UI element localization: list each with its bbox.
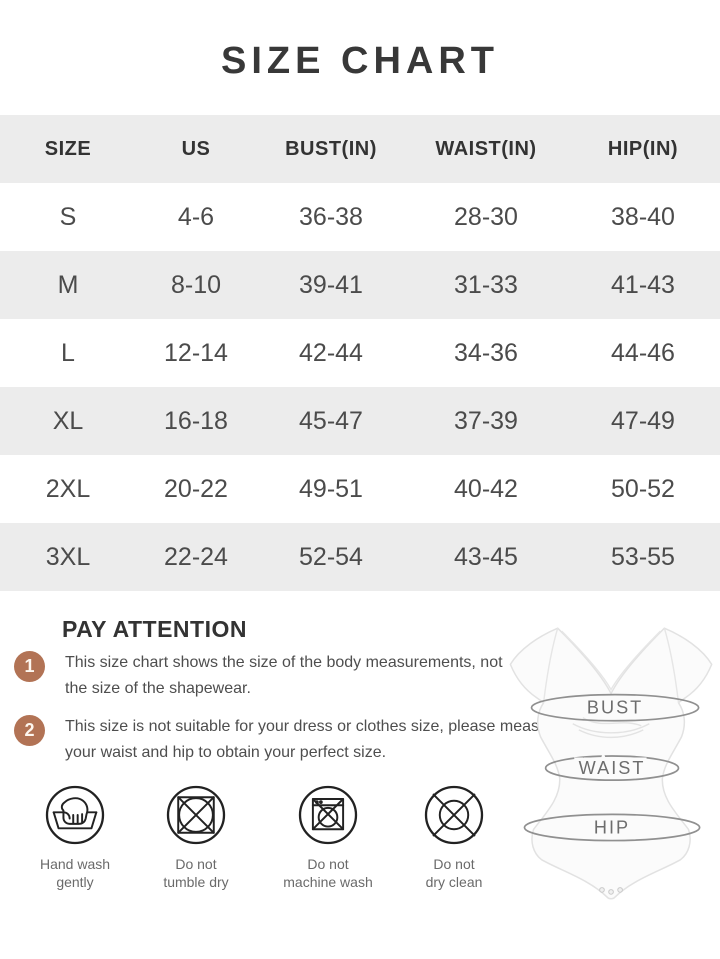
size-cell: L <box>61 338 75 367</box>
bust-cell: 39-41 <box>299 270 363 299</box>
bust-cell: 42-44 <box>299 338 363 367</box>
bust-cell: 49-51 <box>299 474 363 503</box>
waist-cell: 37-39 <box>454 406 518 435</box>
waist-cell: 40-42 <box>454 474 518 503</box>
attention-number-badge: 2 <box>14 715 45 746</box>
waist-label: WAIST <box>579 758 646 778</box>
table-row-s: S 4-6 36-38 28-30 38-40 <box>0 183 720 251</box>
hip-label: HIP <box>594 818 630 838</box>
attention-item-2: 2 This size is not suitable for your dre… <box>14 714 577 765</box>
care-label: Do not tumble dry <box>163 856 229 890</box>
care-item-no-dry-clean: Do not dry clean <box>394 783 514 891</box>
size-table: SIZE US BUST(IN) WAIST(IN) HIP(IN) S 4-6… <box>0 115 720 591</box>
size-chart-title: SIZE CHART <box>221 40 499 82</box>
us-cell: 22-24 <box>164 542 228 571</box>
bodysuit-figure: BUST WAIST HIP <box>509 627 713 900</box>
col-header-size: SIZE <box>44 137 92 160</box>
us-cell: 4-6 <box>177 202 215 231</box>
do-not-dry-clean-icon <box>424 785 484 845</box>
attention-text: This size chart shows the size of the bo… <box>65 654 503 697</box>
care-item-hand-wash: Hand wash gently <box>15 783 135 891</box>
us-cell: 16-18 <box>164 406 228 435</box>
table-header-row: SIZE US BUST(IN) WAIST(IN) HIP(IN) <box>0 115 720 183</box>
size-cell: S <box>59 202 77 231</box>
snap-buttons <box>599 887 623 895</box>
waist-ring <box>544 755 680 782</box>
us-cell: 8-10 <box>170 270 222 299</box>
table-row-2xl: 2XL 20-22 49-51 40-42 50-52 <box>0 455 720 523</box>
care-label: Do not machine wash <box>283 856 373 890</box>
attention-text: This size is not suitable for your dress… <box>65 718 563 761</box>
bodysuit-illustration <box>509 627 713 900</box>
hip-cell: 41-43 <box>611 270 675 299</box>
col-header-hip: HIP(IN) <box>607 137 679 160</box>
care-label: Do not dry clean <box>425 856 483 890</box>
hip-cell: 47-49 <box>611 406 675 435</box>
waist-cell: 28-30 <box>454 202 518 231</box>
bust-cell: 45-47 <box>299 406 363 435</box>
waist-cell: 43-45 <box>454 542 518 571</box>
bust-ring <box>530 693 700 722</box>
do-not-machine-wash-icon <box>298 785 358 845</box>
us-cell: 20-22 <box>164 474 228 503</box>
col-header-waist: WAIST(IN) <box>435 137 537 160</box>
col-header-bust: BUST(IN) <box>285 137 377 160</box>
hand-wash-icon <box>45 785 105 845</box>
attention-item-1: 1 This size chart shows the size of the … <box>14 650 517 701</box>
waist-cell: 31-33 <box>454 270 518 299</box>
us-cell: 12-14 <box>164 338 228 367</box>
waist-cell: 34-36 <box>454 338 518 367</box>
bust-label: BUST <box>587 698 643 718</box>
neckline-binding <box>561 630 661 692</box>
size-cell: 2XL <box>45 474 91 503</box>
hip-cell: 38-40 <box>611 202 675 231</box>
hip-cell: 50-52 <box>611 474 675 503</box>
sleeve-seam <box>663 627 680 703</box>
hip-ring <box>523 813 701 842</box>
table-row-xl: XL 16-18 45-47 37-39 47-49 <box>0 387 720 455</box>
bust-cell: 36-38 <box>299 202 363 231</box>
hip-cell: 53-55 <box>611 542 675 571</box>
size-cell: 3XL <box>45 542 91 571</box>
do-not-tumble-dry-icon <box>166 785 226 845</box>
care-label: Hand wash gently <box>39 856 111 890</box>
bust-gather-lines <box>578 729 644 738</box>
pay-attention-heading: PAY ATTENTION <box>62 616 247 642</box>
table-row-l: L 12-14 42-44 34-36 44-46 <box>0 319 720 387</box>
col-header-us: US <box>181 137 211 160</box>
table-row-3xl: 3XL 22-24 52-54 43-45 53-55 <box>0 523 720 591</box>
hip-cell: 44-46 <box>611 338 675 367</box>
sleeve-seam <box>542 627 559 703</box>
care-item-no-tumble-dry: Do not tumble dry <box>136 783 256 891</box>
size-cell: XL <box>52 406 84 435</box>
bust-cell: 52-54 <box>299 542 363 571</box>
table-row-m: M 8-10 39-41 31-33 41-43 <box>0 251 720 319</box>
attention-number-badge: 1 <box>14 651 45 682</box>
size-cell: M <box>57 270 79 299</box>
care-item-no-machine-wash: Do not machine wash <box>268 783 388 891</box>
bust-gather-lines <box>572 723 650 734</box>
